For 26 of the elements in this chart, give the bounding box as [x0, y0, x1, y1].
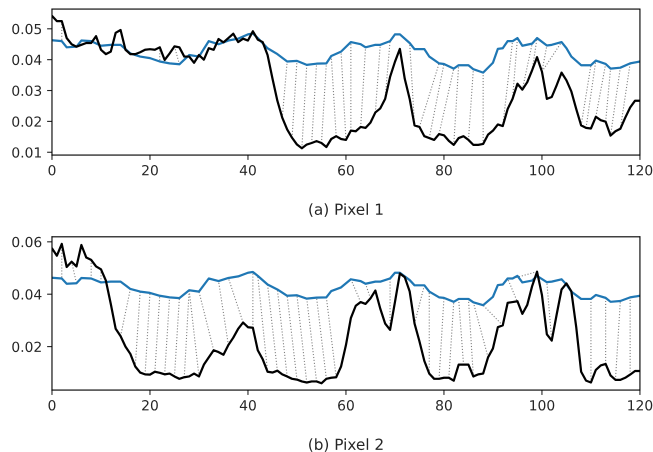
y-tick-label: 0.04	[12, 289, 42, 300]
text: (a) Pixel 1	[309, 203, 383, 217]
y-tick-label: 0.02	[12, 116, 41, 127]
x-tick-label: 20	[142, 400, 158, 411]
y-tick-label: 0.04	[12, 54, 42, 66]
x-tick-label: 40	[240, 400, 256, 411]
x-tick-label: 120	[628, 400, 652, 411]
line-series	[52, 32, 640, 74]
x-tick-label: 40	[240, 165, 256, 176]
x-tick-label: 60	[338, 400, 354, 411]
x-tick-label: 80	[436, 400, 452, 411]
line-series	[52, 270, 640, 306]
x-tick-label: 80	[436, 165, 452, 176]
x-tick-label: 0	[48, 400, 56, 411]
x-tick-label: 0	[48, 165, 56, 176]
y-tick-label: 0.02	[12, 342, 41, 352]
y-tick-label: 0.03	[12, 85, 42, 96]
y-tick-label: 0.05	[12, 24, 42, 34]
x-tick-label: 100	[530, 165, 554, 176]
x-tick-label: 120	[628, 165, 652, 176]
text: (b) Pixel 2	[309, 438, 383, 452]
x-tick-label: 100	[530, 400, 554, 411]
x-tick-label: 60	[338, 165, 354, 176]
y-tick-label: 0.01	[12, 147, 41, 158]
x-tick-label: 20	[142, 165, 158, 176]
y-tick-label: 0.06	[12, 236, 42, 248]
